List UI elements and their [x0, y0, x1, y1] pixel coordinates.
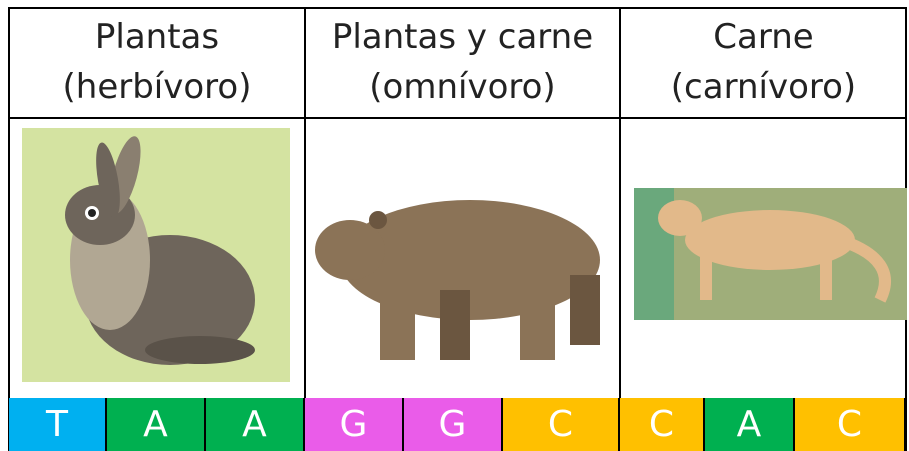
- base-cell: T: [9, 398, 107, 451]
- base-cell: C: [620, 398, 705, 451]
- rabbit-image: [22, 128, 290, 382]
- column-header: Plantas (herbívoro): [9, 8, 305, 118]
- header-line: Plantas: [94, 17, 220, 57]
- base-cell: G: [305, 398, 404, 451]
- base-cell: C: [503, 398, 620, 451]
- cougar-image: [634, 188, 907, 320]
- bear-image: [315, 200, 600, 360]
- header-line: Carne: [713, 17, 814, 57]
- column-header: Plantas y carne (omnívoro): [305, 8, 620, 118]
- column-header: Carne (carnívoro): [620, 8, 907, 118]
- header-line: Plantas y carne: [331, 17, 594, 57]
- header-line: (herbívoro): [62, 67, 252, 107]
- base-cell: A: [107, 398, 206, 451]
- base-cell: A: [206, 398, 305, 451]
- base-cell: G: [404, 398, 503, 451]
- base-cell: A: [705, 398, 795, 451]
- header-line: (omnívoro): [369, 67, 556, 107]
- header-line: (carnívoro): [670, 67, 857, 107]
- base-cell: C: [795, 398, 906, 451]
